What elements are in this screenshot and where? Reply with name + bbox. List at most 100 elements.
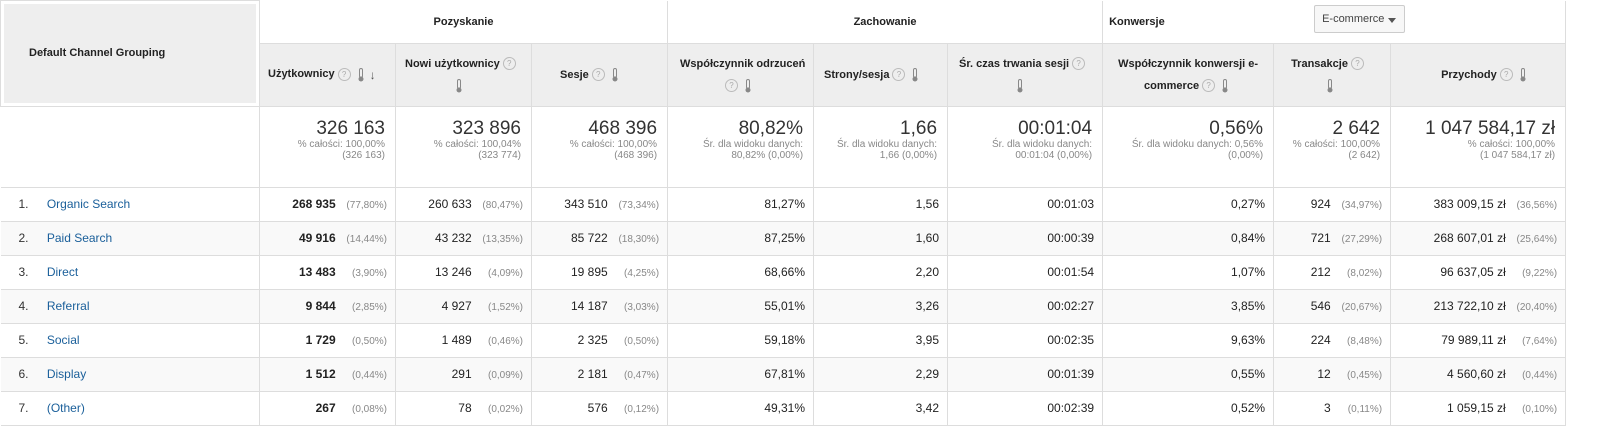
users-value: 267 xyxy=(315,401,336,415)
row-number: 1. xyxy=(18,197,29,211)
help-icon[interactable]: ? xyxy=(1202,79,1216,93)
col-label-users: Użytkownicy xyxy=(268,68,335,81)
cell-users: 267 (0,08%) xyxy=(259,391,396,426)
channel-link[interactable]: Organic Search xyxy=(46,197,131,211)
thermometer-icon[interactable] xyxy=(1519,67,1527,82)
help-icon[interactable]: ? xyxy=(892,68,906,82)
sort-desc-icon[interactable]: ↓ xyxy=(369,67,376,82)
revenue-value: 4 560,60 zł xyxy=(1447,367,1506,381)
cell-revenue: 213 722,10 zł (20,40%) xyxy=(1390,289,1567,324)
thermometer-icon[interactable] xyxy=(1016,78,1024,93)
channel-link[interactable]: Referral xyxy=(46,299,90,313)
help-icon[interactable]: ? xyxy=(1499,68,1513,82)
cell-transactions: 546 (20,67%) xyxy=(1273,289,1392,324)
col-header-bounce-rate[interactable]: Współczynnik odrzuceń ? xyxy=(667,43,815,107)
cell-transactions: 721 (27,29%) xyxy=(1273,221,1392,256)
cell-conv-rate: 0,52% xyxy=(1102,391,1275,426)
transactions-percent: (8,02%) xyxy=(1347,268,1383,279)
transactions-value: 3 xyxy=(1324,401,1331,415)
thermometer-icon[interactable] xyxy=(357,67,365,82)
row-number: 3. xyxy=(18,265,29,279)
cell-transactions: 12 (0,45%) xyxy=(1273,357,1392,392)
col-header-revenue[interactable]: Przychody? xyxy=(1390,43,1567,107)
thermometer-icon[interactable] xyxy=(1326,78,1334,93)
thermometer-icon[interactable] xyxy=(455,78,463,93)
thermometer-icon[interactable] xyxy=(911,67,919,82)
thermometer-icon[interactable] xyxy=(611,67,619,82)
col-header-new-users[interactable]: Nowi użytkownicy? xyxy=(395,43,532,107)
table-row: 3. Direct 13 483 (3,90%) 13 246 (4,09%) 19 … xyxy=(0,255,1567,290)
total-transactions: 2 642% całości: 100,00% (2 642) xyxy=(1273,106,1392,188)
cell-new-users: 1 489 (0,46%) xyxy=(395,323,532,358)
conversion-type-dropdown[interactable]: E-commerce xyxy=(1314,4,1406,33)
col-header-users[interactable]: Użytkownicy? ↓ xyxy=(259,43,396,107)
cell-avg-duration: 00:01:54 xyxy=(947,255,1104,290)
total-new-users: 323 896% całości: 100,04% (323 774) xyxy=(395,106,532,188)
transactions-value: 224 xyxy=(1310,333,1331,347)
cell-revenue: 383 009,15 zł (36,56%) xyxy=(1390,187,1567,222)
sessions-value: 343 510 xyxy=(564,197,608,211)
help-icon[interactable]: ? xyxy=(337,68,351,82)
col-header-avg-duration[interactable]: Śr. czas trwania sesji? xyxy=(947,43,1104,107)
cell-sessions: 85 722 (18,30%) xyxy=(531,221,669,256)
cell-avg-duration: 00:02:35 xyxy=(947,323,1104,358)
cell-users: 49 916 (14,44%) xyxy=(259,221,396,256)
help-icon[interactable]: ? xyxy=(1072,57,1086,71)
channel-link[interactable]: Display xyxy=(46,367,87,381)
revenue-value: 1 059,15 zł xyxy=(1447,401,1506,415)
channel-link[interactable]: Paid Search xyxy=(46,231,113,245)
users-percent: (2,85%) xyxy=(351,302,387,313)
dimension-header[interactable]: Default Channel Grouping xyxy=(0,0,260,107)
users-percent: (77,80%) xyxy=(346,200,387,211)
channel-link[interactable]: Social xyxy=(46,333,80,347)
group-conversions: Konwersje E-commerce xyxy=(1102,0,1567,44)
revenue-value: 79 989,11 zł xyxy=(1441,333,1506,347)
new-users-percent: (0,46%) xyxy=(487,336,523,347)
col-label-sessions: Sesje xyxy=(560,68,589,81)
group-behavior: Zachowanie xyxy=(667,0,1104,44)
col-header-conv-rate[interactable]: Współczynnik konwersji e- commerce? xyxy=(1102,43,1275,107)
sessions-value: 14 187 xyxy=(570,299,608,313)
cell-transactions: 3 (0,11%) xyxy=(1273,391,1392,426)
total-revenue: 1 047 584,17 zł% całości: 100,00% (1 047 … xyxy=(1390,106,1567,188)
cell-bounce-rate: 49,31% xyxy=(667,391,815,426)
cell-transactions: 924 (34,97%) xyxy=(1273,187,1392,222)
row-number: 2. xyxy=(18,231,29,245)
new-users-value: 78 xyxy=(458,401,472,415)
channel-link[interactable]: Direct xyxy=(46,265,79,279)
help-icon[interactable]: ? xyxy=(502,57,516,71)
cell-bounce-rate: 67,81% xyxy=(667,357,815,392)
help-icon[interactable]: ? xyxy=(591,68,605,82)
total-users: 326 163% całości: 100,00% (326 163) xyxy=(259,106,396,188)
table-row: 5. Social 1 729 (0,50%) 1 489 (0,46%) 2 325… xyxy=(0,323,1567,358)
help-icon[interactable]: ? xyxy=(1350,57,1364,71)
cell-bounce-rate: 81,27% xyxy=(667,187,815,222)
total-bounce-rate: 80,82% Śr. dla widoku danych: 80,82% (0,00… xyxy=(667,106,815,188)
help-icon[interactable]: ? xyxy=(725,79,739,93)
cell-new-users: 291 (0,09%) xyxy=(395,357,532,392)
row-dimension-cell: 1. Organic Search xyxy=(0,187,260,222)
col-header-transactions[interactable]: Transakcje? xyxy=(1273,43,1392,107)
thermometer-icon[interactable] xyxy=(744,78,752,93)
channel-link[interactable]: (Other) xyxy=(46,401,85,415)
col-header-sessions[interactable]: Sesje? xyxy=(531,43,669,107)
sessions-value: 576 xyxy=(587,401,608,415)
revenue-percent: (0,44%) xyxy=(1522,370,1558,381)
cell-users: 9 844 (2,85%) xyxy=(259,289,396,324)
row-number: 7. xyxy=(18,401,29,415)
transactions-value: 546 xyxy=(1310,299,1331,313)
cell-conv-rate: 0,55% xyxy=(1102,357,1275,392)
thermometer-icon[interactable] xyxy=(1221,78,1229,93)
transactions-percent: (0,11%) xyxy=(1347,404,1383,415)
sessions-percent: (3,03%) xyxy=(624,302,660,313)
new-users-percent: (0,02%) xyxy=(487,404,523,415)
col-header-pages-session[interactable]: Strony/sesja? xyxy=(813,43,949,107)
new-users-percent: (0,09%) xyxy=(487,370,523,381)
row-dimension-cell: 3. Direct xyxy=(0,255,260,290)
cell-bounce-rate: 68,66% xyxy=(667,255,815,290)
sessions-value: 19 895 xyxy=(570,265,608,279)
revenue-percent: (9,22%) xyxy=(1522,268,1558,279)
transactions-value: 721 xyxy=(1310,231,1331,245)
cell-new-users: 4 927 (1,52%) xyxy=(395,289,532,324)
new-users-percent: (13,35%) xyxy=(482,234,523,245)
